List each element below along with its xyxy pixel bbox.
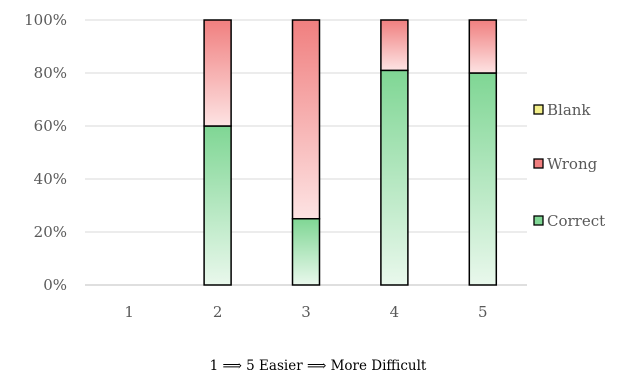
x-tick-label: 5 (478, 303, 488, 321)
x-tick-label: 2 (213, 303, 223, 321)
bar-correct-5 (468, 72, 498, 286)
y-tick-label: 40% (34, 170, 67, 188)
bars (203, 19, 498, 286)
x-axis-caption: 1 ⟹ 5 Easier ⟹ More Difficult (210, 358, 427, 374)
legend-swatch-correct (533, 215, 544, 226)
bar-wrong-3 (291, 19, 321, 220)
bar-correct-2 (203, 125, 232, 286)
legend-label-wrong: Wrong (547, 155, 598, 173)
y-tick-label: 100% (24, 11, 67, 29)
legend-swatch-blank (533, 104, 544, 115)
bar-wrong-2 (203, 19, 232, 127)
x-tick-label: 3 (301, 303, 311, 321)
bar-wrong-5 (468, 19, 498, 74)
y-tick-label: 60% (34, 117, 67, 135)
y-axis-ticks: 0% 20% 40% 60% 80% 100% (24, 11, 67, 294)
legend-label-blank: Blank (547, 101, 591, 119)
bar-correct-3 (291, 218, 321, 286)
legend-swatch-wrong (533, 158, 544, 169)
y-tick-label: 80% (34, 64, 67, 82)
legend-label-correct: Correct (547, 212, 605, 230)
y-tick-label: 0% (43, 276, 67, 294)
legend: Blank Wrong Correct (533, 101, 605, 230)
bar-wrong-4 (380, 19, 409, 72)
bar-correct-4 (380, 69, 409, 286)
x-tick-label: 1 (124, 303, 134, 321)
x-axis-ticks: 1 2 3 4 5 (124, 303, 487, 321)
x-tick-label: 4 (390, 303, 400, 321)
y-tick-label: 20% (34, 223, 67, 241)
